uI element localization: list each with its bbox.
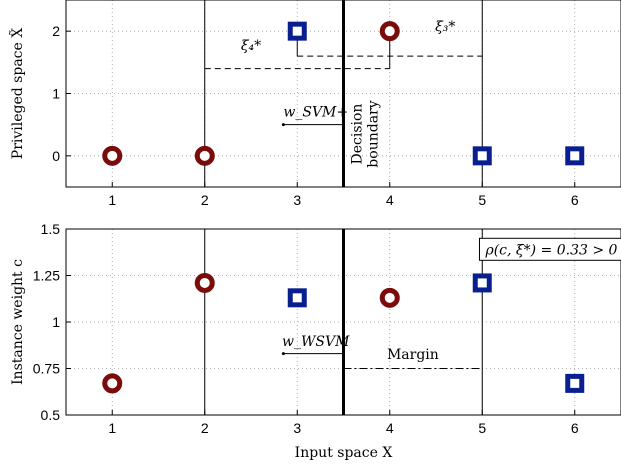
circle-marker — [102, 145, 123, 166]
y-tick-label: 0 — [52, 148, 60, 164]
y-tick-label: 1 — [52, 314, 60, 330]
x-tick-label: 3 — [293, 420, 301, 436]
y-tick-label: 1 — [52, 86, 60, 102]
w-svm-plus-label: w_SVM+ — [283, 105, 348, 121]
w-arrow-tail — [281, 123, 285, 127]
bottom-panel: 1 2 3 4 5 6 0.5 0.75 1 1.25 1.5 Instance weight c w_… — [10, 221, 621, 461]
rho-label: ρ(c, ξ*) = 0.33 > 0 — [484, 242, 617, 258]
circle-marker — [379, 21, 400, 42]
x-tick-label: 5 — [478, 192, 486, 208]
x-tick-label: 2 — [201, 192, 209, 208]
x-tick-label: 5 — [478, 420, 486, 436]
y-axis-label: Instance weight c — [10, 259, 26, 385]
x-tick-label: 6 — [571, 420, 579, 436]
square-marker — [565, 146, 585, 166]
x-tick-label: 1 — [108, 420, 116, 436]
y-tick-label: 0.5 — [41, 407, 61, 423]
margin-label: Margin — [387, 347, 439, 363]
rho-box — [478, 237, 621, 261]
circle-marker — [194, 272, 215, 293]
y-axis-label: Privileged space X̃ — [8, 28, 26, 159]
boundary-text-line2: boundary — [366, 100, 382, 167]
x-tick-label: 6 — [571, 192, 579, 208]
circle-marker — [379, 287, 400, 308]
xi3-label: ξ₃* — [435, 19, 455, 35]
y-tick-label: 1.25 — [33, 268, 60, 284]
w-wsvm-label: w_WSVM — [282, 334, 350, 350]
top-panel: 1 2 3 4 5 6 0 1 2 Privileged space X̃ ξ₄* ξ₃* w_SVM+… — [8, 0, 621, 208]
x-tick-label: 3 — [293, 192, 301, 208]
square-marker — [565, 373, 585, 393]
circle-marker — [102, 373, 123, 394]
xi4-label: ξ₄* — [241, 38, 261, 54]
x-tick-label: 4 — [386, 192, 394, 208]
y-tick-label: 0.75 — [33, 361, 60, 377]
y-tick-label: 1.5 — [41, 221, 61, 237]
x-tick-label: 2 — [201, 420, 209, 436]
square-marker — [287, 288, 307, 308]
square-marker — [287, 21, 307, 41]
y-tick-label: 2 — [52, 23, 60, 39]
boundary-text-line1: Decision — [350, 104, 366, 165]
x-tick-label: 1 — [108, 192, 116, 208]
square-marker — [472, 273, 492, 293]
w-arrow-tail — [281, 352, 285, 356]
x-tick-label: 4 — [386, 420, 394, 436]
circle-marker — [194, 145, 215, 166]
x-axis-label: Input space X — [295, 445, 393, 461]
square-marker — [472, 146, 492, 166]
